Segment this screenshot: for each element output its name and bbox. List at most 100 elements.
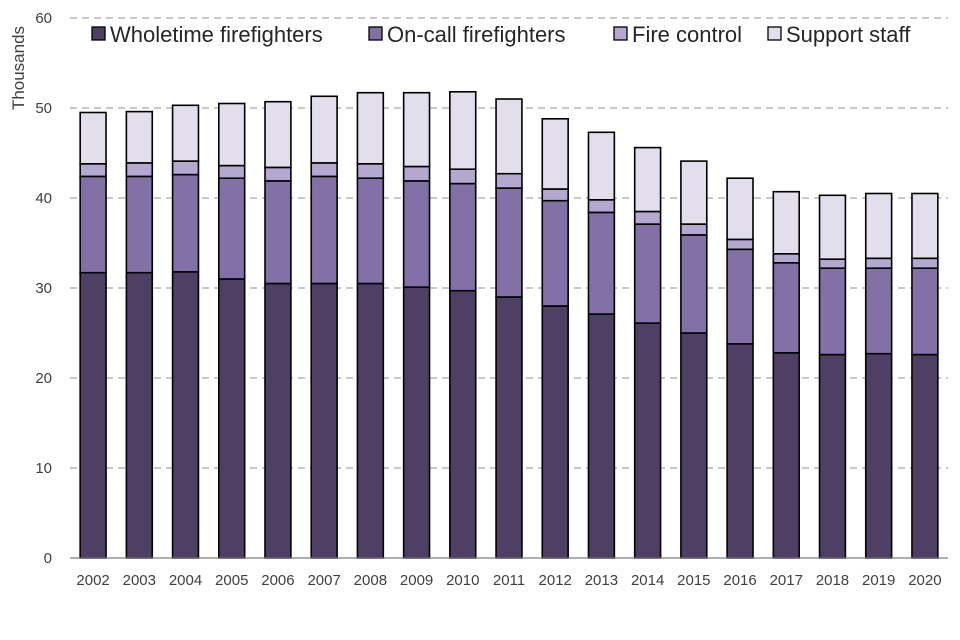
bar-segment (772, 190, 801, 255)
bar-segment (79, 163, 107, 178)
bar-segment (125, 110, 154, 164)
x-tick-label: 2012 (539, 572, 572, 589)
bar-stack-2009 (402, 91, 431, 559)
bar-segment (680, 234, 708, 334)
bar-stack-2007 (310, 95, 338, 559)
y-tick-label: 0 (44, 550, 52, 567)
bar-stack-2004 (171, 104, 200, 559)
bar-segment (449, 91, 477, 171)
legend-swatch (613, 26, 628, 41)
bar-segment (541, 305, 569, 559)
y-tick-label: 60 (35, 10, 52, 27)
x-tick-label: 2002 (76, 572, 109, 589)
bar-segment (680, 223, 708, 236)
legend-label: On-call firefighters (387, 22, 566, 47)
bar-segment (633, 146, 662, 213)
bar-segment (264, 180, 292, 285)
bar-stack-2020 (911, 192, 939, 559)
bar-segment (79, 271, 107, 559)
bar-segment (726, 177, 754, 241)
bar-stack-2015 (680, 160, 708, 559)
x-tick-label: 2008 (354, 572, 387, 589)
bar-segment (402, 165, 431, 182)
x-tick-label: 2011 (493, 572, 525, 589)
bar-segment (171, 160, 200, 176)
bar-segment (264, 100, 292, 169)
bar-segment (864, 267, 893, 355)
bar-segment (633, 210, 662, 225)
legend: Wholetime firefighters On-call firefighte… (91, 22, 911, 47)
bar-segment (125, 271, 154, 559)
bar-stack-2017 (772, 190, 801, 559)
x-tick-label: 2004 (169, 572, 202, 589)
bar-stack-2010 (449, 91, 477, 559)
bar-stack-2002 (79, 111, 107, 559)
bar-segment (772, 351, 801, 559)
bar-stack-2013 (587, 131, 616, 559)
bar-segment (726, 248, 754, 345)
x-tick-label: 2014 (631, 572, 664, 589)
bar-segment (680, 160, 708, 225)
bar-segment (171, 270, 200, 559)
x-tick-label: 2010 (446, 572, 479, 589)
bar-segment (356, 177, 385, 285)
x-tick-label: 2006 (261, 572, 294, 589)
bar-stack-2019 (864, 192, 893, 559)
bar-stack-2016 (726, 177, 754, 559)
bar-segment (171, 104, 200, 162)
legend-label: Wholetime firefighters (110, 22, 323, 47)
legend-swatch (368, 26, 383, 41)
bar-segment (587, 313, 616, 559)
bar-segment (633, 223, 662, 324)
bar-segment (171, 173, 200, 273)
bars (79, 91, 939, 559)
bar-segment (402, 286, 431, 559)
bar-segment (217, 177, 246, 280)
bar-segment (356, 282, 385, 559)
bar-segment (633, 322, 662, 559)
x-tick-labels: 2002 2003 2004 2005 2006 2007 2008 2009 2010 2011… (76, 572, 941, 589)
x-tick-label: 2013 (585, 572, 618, 589)
bar-segment (402, 91, 431, 168)
bar-segment (79, 111, 107, 165)
bar-segment (310, 175, 338, 285)
y-tick-label: 20 (35, 370, 52, 387)
x-tick-label: 2005 (215, 572, 248, 589)
bar-segment (726, 238, 754, 251)
bar-segment (911, 353, 939, 559)
bar-segment (587, 211, 616, 315)
bar-segment (449, 168, 477, 185)
bar-segment (310, 282, 338, 559)
bar-segment (217, 278, 246, 559)
bar-stack-2014 (633, 146, 662, 559)
bar-segment (772, 261, 801, 354)
bar-segment (864, 192, 893, 260)
bar-segment (495, 187, 523, 298)
legend-swatch (767, 26, 782, 41)
y-tick-label: 40 (35, 190, 52, 207)
bar-segment (495, 172, 523, 189)
bar-stack-2008 (356, 91, 385, 559)
bar-segment (818, 267, 847, 356)
x-tick-label: 2017 (770, 572, 803, 589)
bar-segment (449, 289, 477, 559)
x-tick-label: 2007 (307, 572, 340, 589)
x-tick-label: 2018 (816, 572, 849, 589)
bar-segment (587, 199, 616, 214)
y-tick-label: 10 (35, 460, 52, 477)
y-tick-labels: 0 10 20 30 40 50 60 (35, 10, 52, 567)
x-tick-label: 2019 (862, 572, 895, 589)
bar-segment (217, 102, 246, 167)
bar-segment (818, 258, 847, 270)
bar-segment (541, 188, 569, 202)
legend-item: On-call firefighters (368, 22, 566, 47)
bar-segment (864, 352, 893, 559)
bar-segment (541, 199, 569, 307)
legend-item: Support staff (767, 22, 911, 47)
y-tick-label: 50 (35, 100, 52, 117)
bar-segment (264, 282, 292, 559)
bar-segment (356, 163, 385, 180)
bar-segment (726, 342, 754, 559)
bar-stack-2011 (495, 98, 523, 559)
bar-segment (911, 192, 939, 260)
